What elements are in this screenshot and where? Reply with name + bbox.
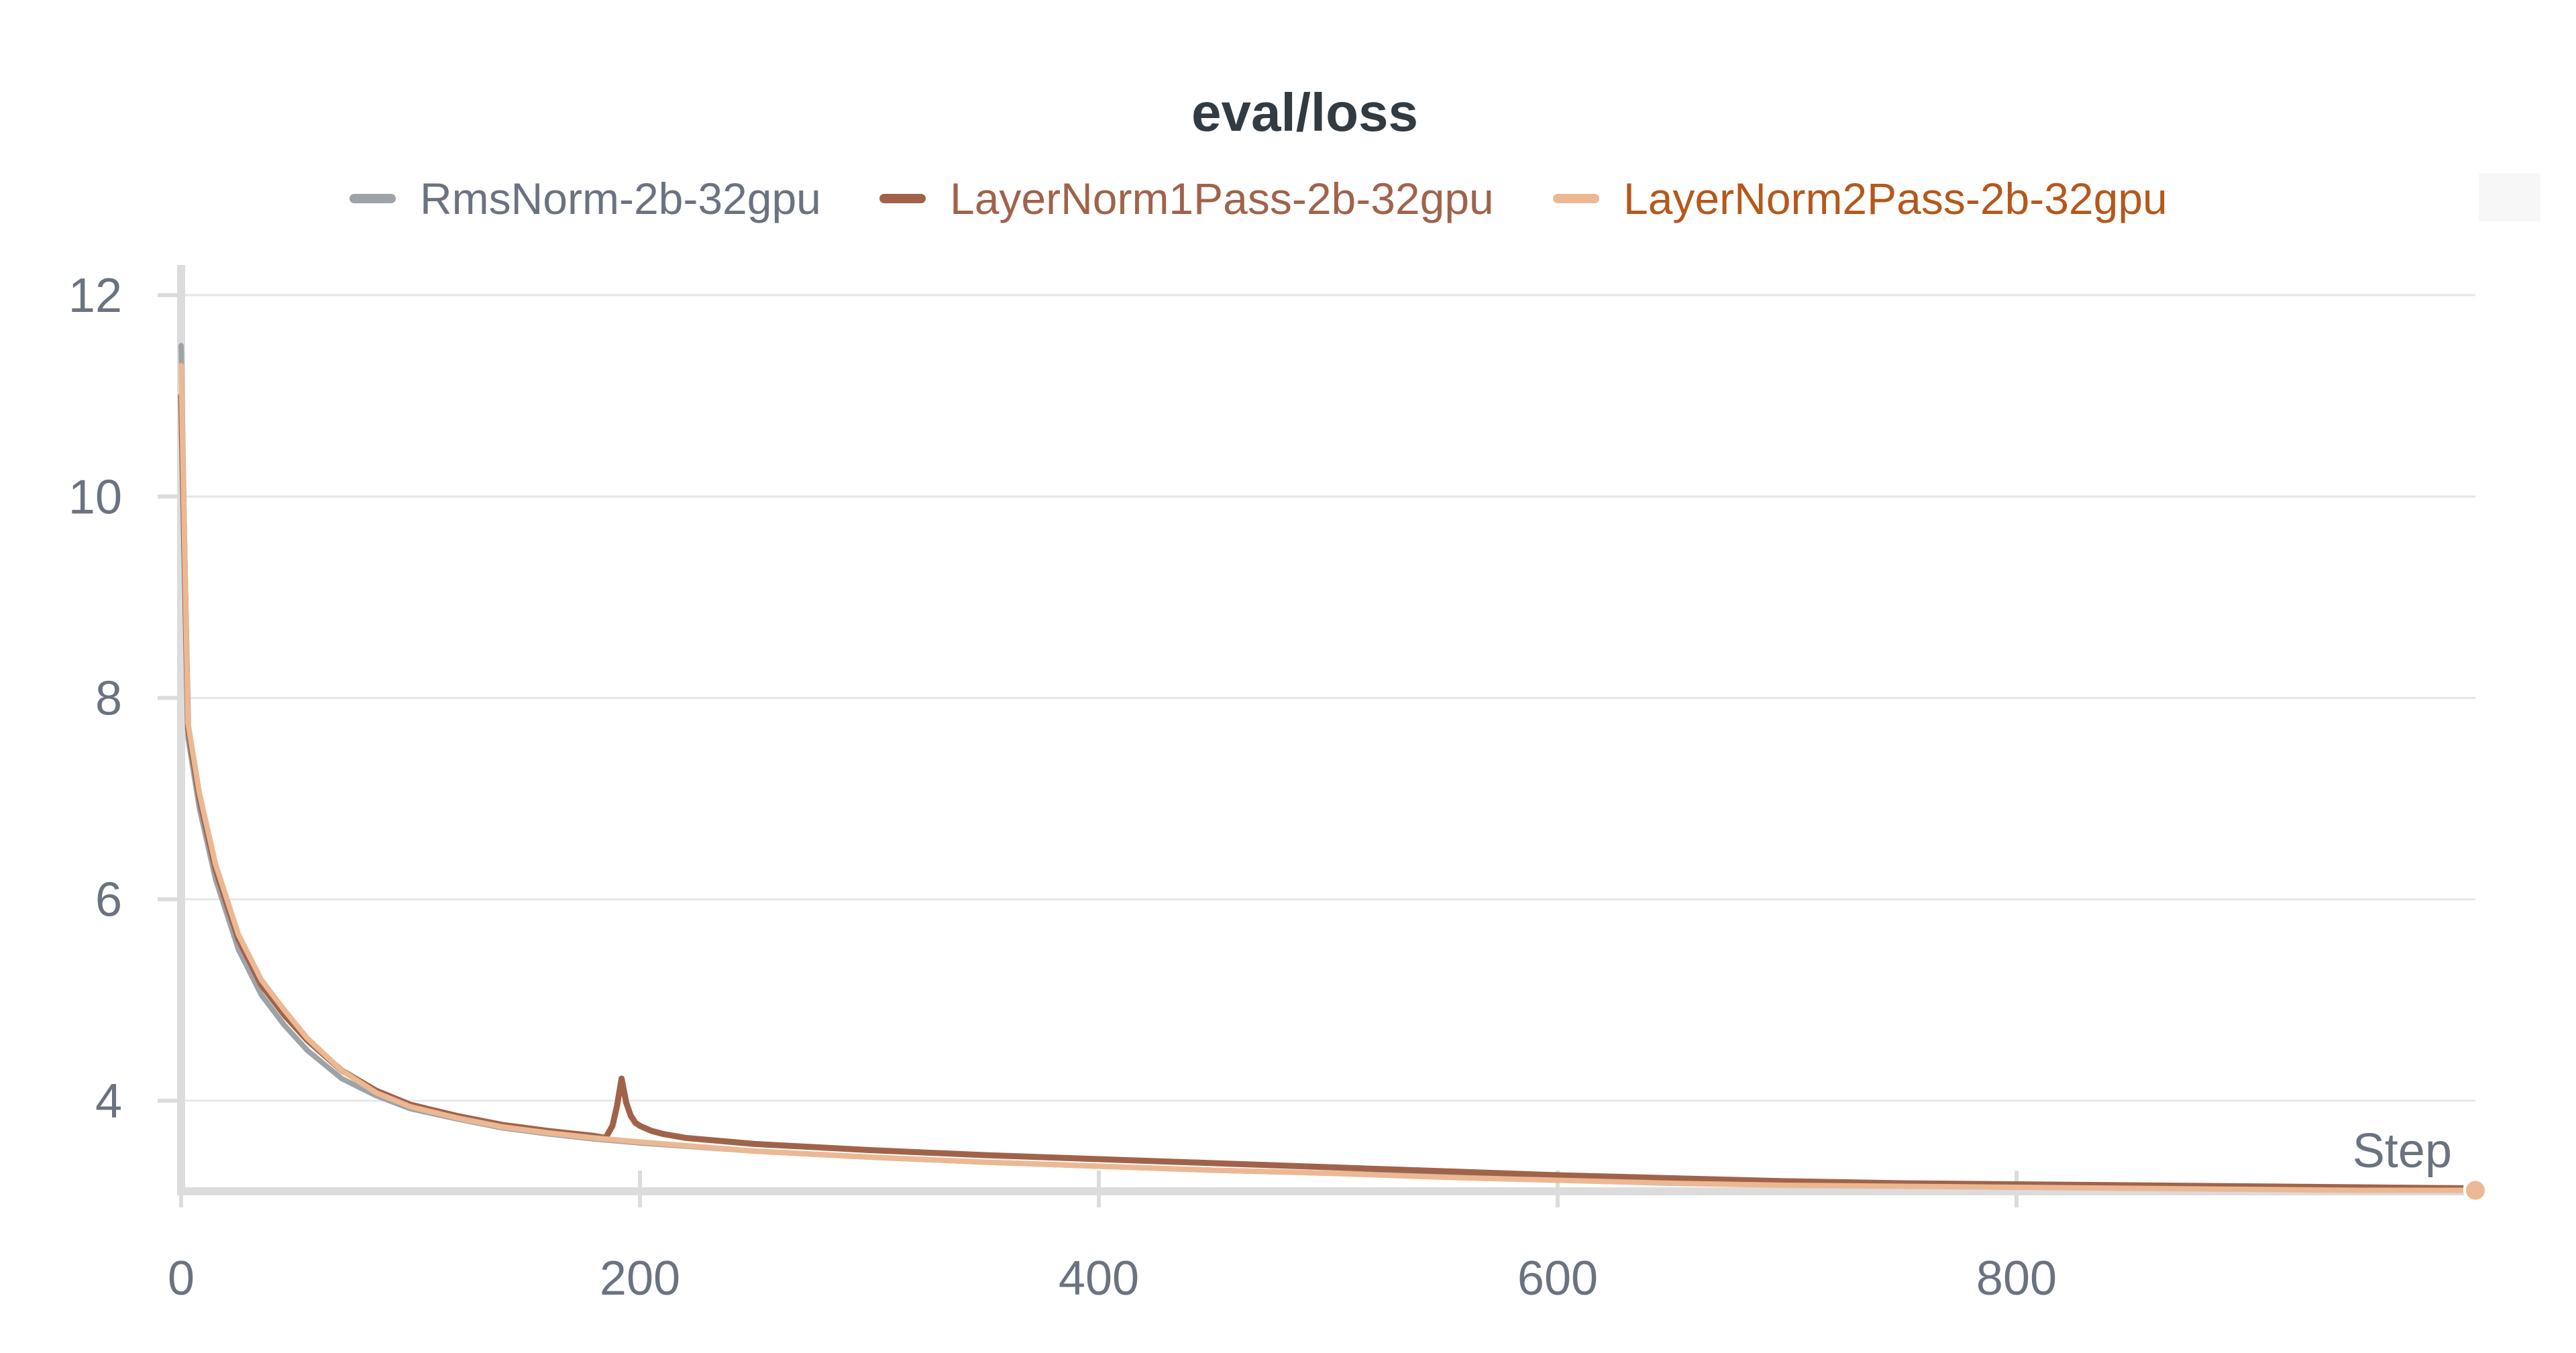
y-tick-label: 10 — [68, 470, 122, 524]
x-tick-label: 600 — [1517, 1252, 1598, 1305]
legend-label: RmsNorm-2b-32gpu — [420, 174, 821, 223]
series-group — [178, 343, 2487, 1203]
x-axis-label: Step — [2353, 1124, 2452, 1178]
y-tick-label: 6 — [95, 873, 122, 927]
x-tick-label: 200 — [600, 1252, 680, 1305]
legend-expand-button[interactable] — [2479, 173, 2540, 221]
y-axis-ticks: 4 6 8 10 12 — [68, 269, 181, 1128]
x-tick-label: 400 — [1059, 1252, 1139, 1305]
chart-title: eval/loss — [1191, 83, 1418, 142]
x-tick-label: 800 — [1976, 1252, 2057, 1305]
y-tick-label: 12 — [68, 269, 122, 323]
x-axis-ticks: 0 200 400 600 800 — [168, 1171, 2057, 1305]
legend-label: LayerNorm2Pass-2b-32gpu — [1623, 174, 2167, 223]
series-end-marker-LayerNorm2Pass-2b-32gpu — [2463, 1178, 2487, 1203]
gridlines — [181, 294, 2475, 1102]
y-tick-label: 8 — [95, 671, 122, 725]
series-line-LayerNorm1Pass-2b-32gpu — [178, 392, 2479, 1191]
x-tick-label: 0 — [168, 1252, 195, 1305]
legend-item-LayerNorm1Pass-2b-32gpu[interactable]: LayerNorm1Pass-2b-32gpu — [879, 174, 1494, 223]
y-tick-label: 4 — [95, 1075, 122, 1128]
series-line-RmsNorm-2b-32gpu — [178, 343, 2478, 1192]
series-line-LayerNorm2Pass-2b-32gpu — [178, 363, 2478, 1193]
legend-label: LayerNorm1Pass-2b-32gpu — [950, 174, 1494, 223]
legend-item-RmsNorm-2b-32gpu[interactable]: RmsNorm-2b-32gpu — [350, 174, 821, 223]
legend: RmsNorm-2b-32gpu LayerNorm1Pass-2b-32gpu L… — [350, 174, 2167, 223]
legend-item-LayerNorm2Pass-2b-32gpu[interactable]: LayerNorm2Pass-2b-32gpu — [1553, 174, 2167, 223]
